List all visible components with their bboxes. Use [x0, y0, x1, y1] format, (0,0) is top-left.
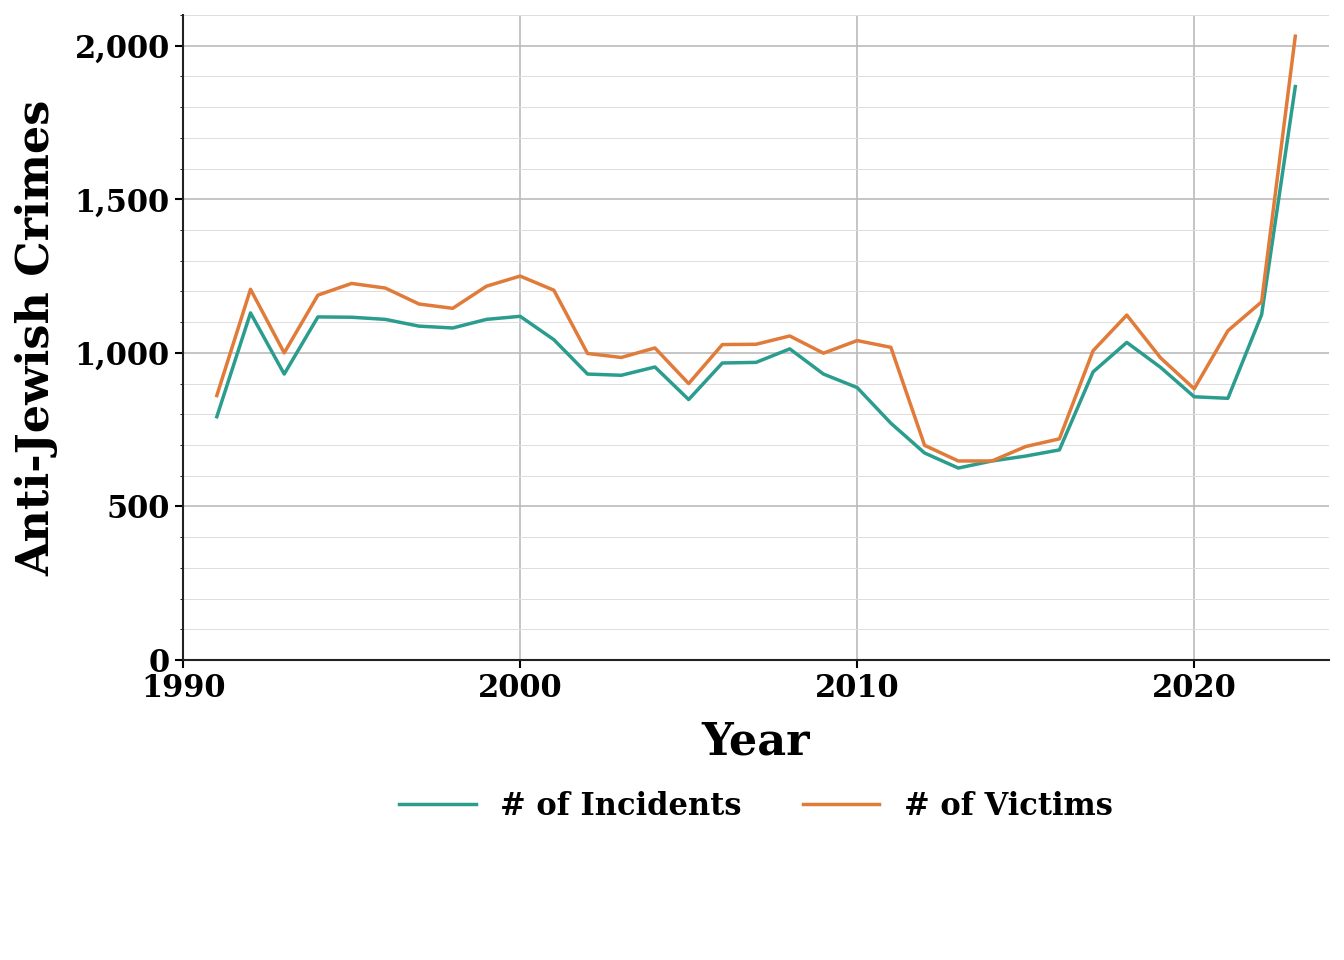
- # of Incidents: [917, 447, 933, 459]
- # of Incidents: [984, 455, 1000, 467]
- # of Incidents: [310, 311, 327, 323]
- # of Victims: [512, 271, 528, 282]
- # of Incidents: [208, 411, 224, 422]
- # of Incidents: [445, 323, 461, 334]
- Line: # of Incidents: # of Incidents: [216, 86, 1296, 468]
- # of Victims: [984, 455, 1000, 467]
- # of Incidents: [613, 370, 629, 381]
- # of Incidents: [1017, 450, 1034, 462]
- # of Incidents: [883, 418, 899, 429]
- # of Victims: [849, 335, 866, 347]
- Line: # of Victims: # of Victims: [216, 36, 1296, 461]
- # of Incidents: [344, 311, 360, 323]
- # of Incidents: [411, 321, 427, 332]
- # of Victims: [546, 284, 562, 296]
- # of Victims: [445, 302, 461, 314]
- # of Victims: [782, 330, 798, 342]
- # of Victims: [1220, 325, 1236, 337]
- # of Incidents: [1051, 444, 1067, 456]
- # of Incidents: [646, 361, 663, 372]
- # of Incidents: [1152, 362, 1168, 373]
- # of Victims: [411, 299, 427, 310]
- # of Victims: [1085, 345, 1101, 356]
- # of Victims: [646, 342, 663, 353]
- # of Incidents: [1288, 81, 1304, 92]
- # of Victims: [378, 282, 394, 294]
- # of Victims: [714, 339, 730, 350]
- # of Victims: [208, 390, 224, 401]
- # of Incidents: [680, 394, 696, 405]
- # of Victims: [344, 277, 360, 289]
- # of Incidents: [512, 310, 528, 322]
- # of Victims: [310, 289, 327, 300]
- # of Victims: [1288, 31, 1304, 42]
- # of Victims: [276, 348, 292, 359]
- # of Victims: [242, 283, 258, 295]
- # of Incidents: [849, 382, 866, 394]
- # of Victims: [950, 455, 966, 467]
- # of Victims: [613, 351, 629, 363]
- # of Incidents: [782, 343, 798, 354]
- # of Victims: [1254, 296, 1270, 307]
- # of Incidents: [714, 357, 730, 369]
- # of Victims: [749, 339, 765, 350]
- # of Incidents: [1220, 393, 1236, 404]
- # of Incidents: [950, 463, 966, 474]
- # of Victims: [680, 378, 696, 390]
- # of Incidents: [546, 334, 562, 346]
- # of Incidents: [276, 369, 292, 380]
- # of Incidents: [816, 369, 832, 380]
- # of Incidents: [242, 307, 258, 319]
- # of Victims: [1051, 433, 1067, 444]
- # of Victims: [917, 440, 933, 451]
- # of Victims: [1118, 309, 1134, 321]
- # of Victims: [1187, 383, 1203, 395]
- # of Incidents: [1085, 366, 1101, 377]
- X-axis label: Year: Year: [702, 721, 810, 764]
- # of Victims: [579, 348, 595, 359]
- # of Victims: [478, 280, 495, 292]
- # of Incidents: [478, 314, 495, 325]
- # of Incidents: [1254, 309, 1270, 321]
- # of Victims: [1017, 441, 1034, 452]
- # of Victims: [883, 342, 899, 353]
- # of Victims: [1152, 352, 1168, 364]
- # of Incidents: [579, 369, 595, 380]
- # of Incidents: [749, 356, 765, 368]
- # of Incidents: [1118, 337, 1134, 348]
- # of Incidents: [378, 314, 394, 325]
- Legend: # of Incidents, # of Victims: # of Incidents, # of Victims: [387, 779, 1125, 834]
- # of Incidents: [1187, 391, 1203, 402]
- # of Victims: [816, 348, 832, 359]
- Y-axis label: Anti-Jewish Crimes: Anti-Jewish Crimes: [15, 99, 58, 576]
